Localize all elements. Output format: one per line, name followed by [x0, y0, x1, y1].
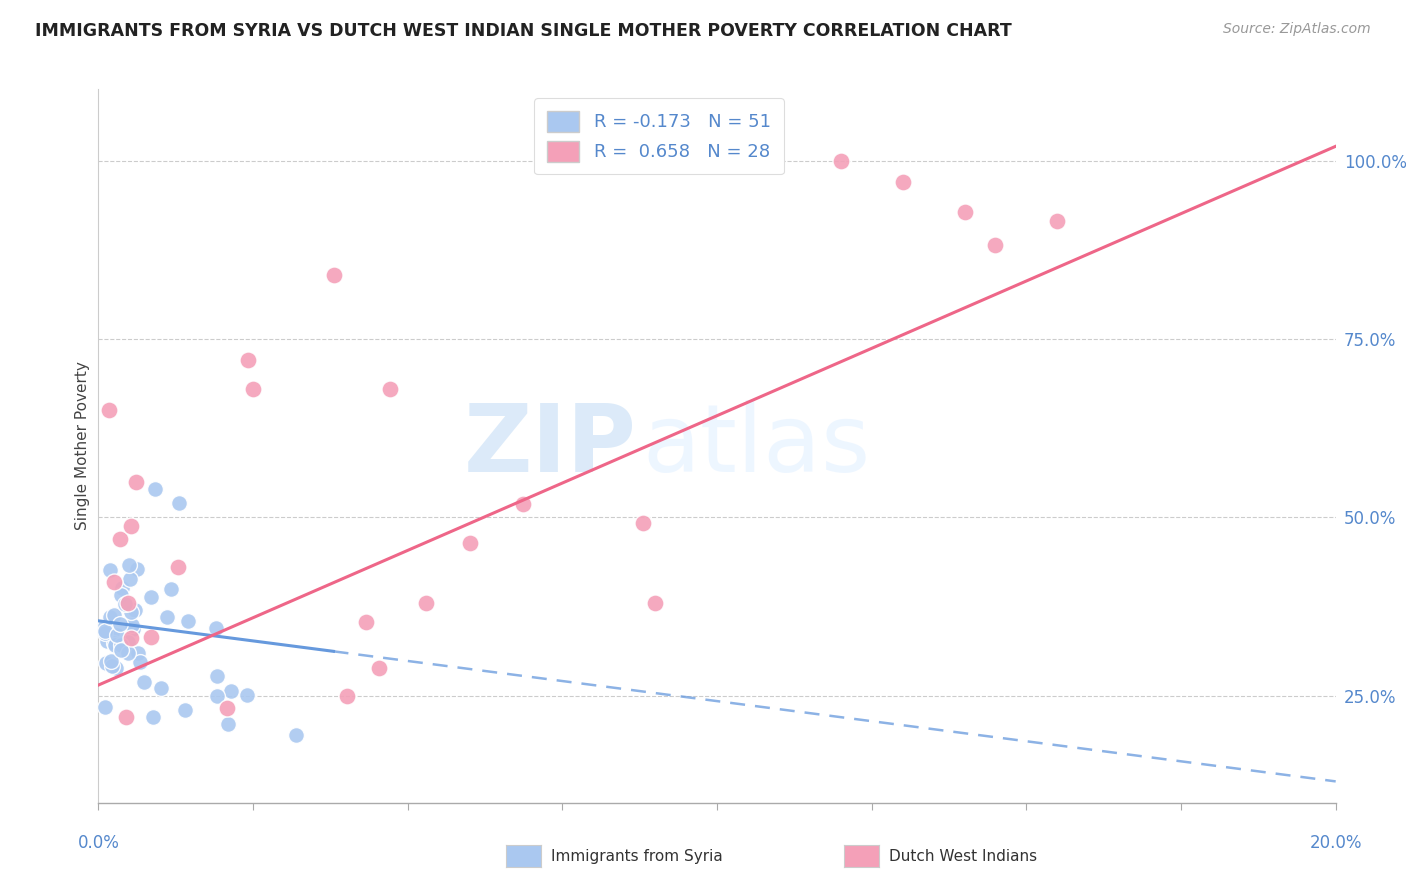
Point: [108, 617, 131, 632]
Point: [103, 575, 125, 590]
Point: [115, 710, 138, 724]
Point: [167, 560, 190, 574]
Point: [984, 237, 1007, 252]
Point: [160, 582, 183, 597]
Point: [120, 631, 142, 645]
Point: [285, 728, 308, 742]
Point: [150, 681, 173, 696]
Text: 0.0%: 0.0%: [77, 834, 120, 852]
Point: [100, 659, 122, 673]
Point: [105, 661, 128, 675]
Point: [336, 689, 359, 703]
Point: [458, 536, 481, 550]
Point: [118, 558, 141, 572]
Point: [120, 519, 142, 533]
Point: [953, 205, 976, 219]
Point: [143, 482, 166, 496]
Point: [242, 382, 264, 396]
Point: [110, 638, 132, 652]
Point: [100, 654, 122, 668]
Point: [141, 591, 163, 605]
Point: [644, 596, 666, 610]
Point: [238, 353, 260, 368]
Point: [127, 646, 149, 660]
Point: [117, 635, 139, 649]
Point: [103, 636, 125, 650]
Point: [114, 597, 136, 611]
Point: [93, 625, 115, 640]
Point: [111, 582, 134, 596]
Point: [94, 699, 117, 714]
Point: [121, 622, 143, 636]
Point: [204, 621, 226, 635]
Y-axis label: Single Mother Poverty: Single Mother Poverty: [75, 361, 90, 531]
Point: [121, 617, 143, 632]
Point: [110, 643, 132, 657]
Text: ZIP: ZIP: [464, 400, 637, 492]
Point: [129, 655, 152, 669]
Point: [103, 607, 125, 622]
Point: [139, 630, 162, 644]
Point: [205, 689, 228, 703]
Point: [118, 572, 141, 586]
Text: Dutch West Indians: Dutch West Indians: [889, 849, 1036, 863]
Point: [207, 669, 229, 683]
Point: [96, 656, 118, 670]
Text: IMMIGRANTS FROM SYRIA VS DUTCH WEST INDIAN SINGLE MOTHER POVERTY CORRELATION CHA: IMMIGRANTS FROM SYRIA VS DUTCH WEST INDI…: [35, 22, 1012, 40]
Point: [121, 621, 143, 635]
Point: [322, 268, 344, 282]
Point: [1046, 214, 1069, 228]
Point: [891, 175, 914, 189]
Point: [125, 562, 148, 576]
Text: 20.0%: 20.0%: [1309, 834, 1362, 852]
Text: Source: ZipAtlas.com: Source: ZipAtlas.com: [1223, 22, 1371, 37]
Point: [117, 596, 139, 610]
Point: [415, 596, 437, 610]
Point: [108, 532, 131, 546]
Point: [98, 403, 121, 417]
Point: [124, 603, 146, 617]
Point: [120, 605, 142, 619]
Point: [105, 628, 128, 642]
Point: [512, 497, 534, 511]
Point: [110, 588, 132, 602]
Text: Immigrants from Syria: Immigrants from Syria: [551, 849, 723, 863]
Point: [167, 496, 190, 510]
Point: [174, 703, 197, 717]
Point: [631, 516, 654, 530]
Point: [98, 563, 121, 577]
Point: [125, 475, 148, 489]
Point: [217, 701, 239, 715]
Point: [93, 619, 115, 633]
Text: atlas: atlas: [643, 400, 872, 492]
Point: [93, 624, 115, 638]
Point: [830, 153, 852, 168]
Point: [378, 382, 401, 396]
Point: [236, 688, 259, 702]
Point: [177, 614, 200, 628]
Point: [217, 717, 239, 731]
Legend: R = -0.173   N = 51, R =  0.658   N = 28: R = -0.173 N = 51, R = 0.658 N = 28: [534, 98, 783, 174]
Point: [156, 610, 179, 624]
Point: [117, 646, 139, 660]
Point: [96, 634, 118, 648]
Point: [367, 661, 389, 675]
Point: [104, 638, 127, 652]
Point: [132, 675, 155, 690]
Point: [142, 710, 165, 724]
Point: [101, 626, 124, 640]
Point: [354, 615, 377, 630]
Point: [219, 684, 242, 698]
Point: [98, 610, 121, 624]
